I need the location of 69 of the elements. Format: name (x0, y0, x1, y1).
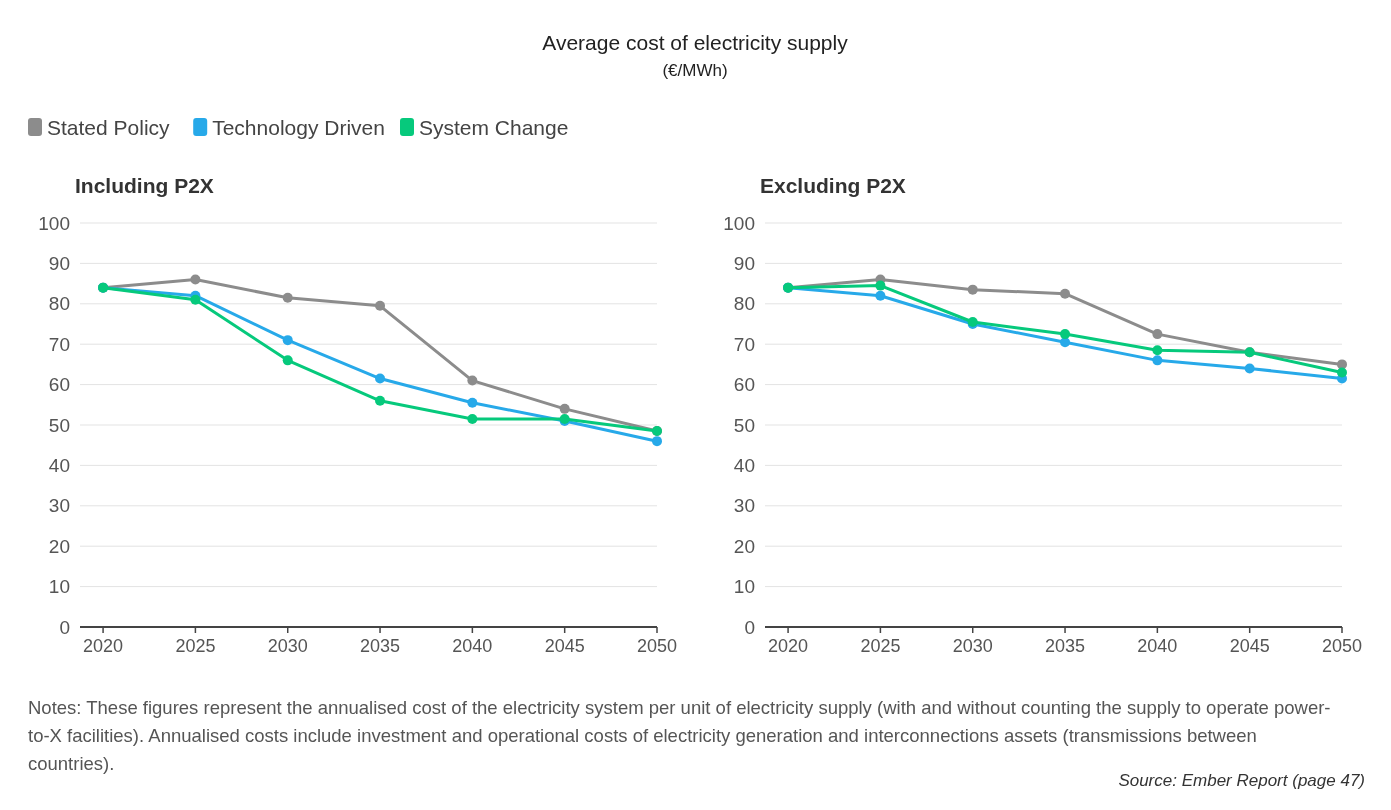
y-tick-label: 20 (48, 535, 70, 557)
x-tick-label: 2035 (1045, 636, 1086, 656)
y-tick-label: 0 (744, 616, 755, 638)
y-tick-label: 10 (733, 576, 755, 598)
text: (€/MWh) (662, 61, 728, 80)
x-tick-label: 2035 (360, 636, 401, 656)
point (375, 373, 386, 384)
x-tick-label: 2025 (860, 636, 901, 656)
chart-title: Excluding P2X (760, 174, 906, 197)
y-tick-label: 50 (733, 414, 755, 436)
text: Average cost of electricity supply (542, 31, 849, 54)
x-tick-label: 2050 (1321, 636, 1363, 656)
point (1152, 345, 1163, 356)
x-tick-label: 2025 (175, 636, 216, 656)
x-tick-label: 2030 (267, 636, 308, 656)
y-tick-label: 70 (48, 333, 70, 355)
y-tick-label: 100 (723, 212, 755, 234)
y-tick-label: 20 (733, 535, 755, 557)
source-note: Source: Ember Report (page 47) (1118, 771, 1365, 790)
x-tick-label: 2030 (952, 636, 993, 656)
text: Notes: These figures represent the annualised cost of the electricity system per unit of electricity supply (with and without counting the supply to operate power-to-X facilities). Annualised costs include investment and operational costs of electricity generation and interconnections assets (transmissions between countries). (28, 697, 1331, 774)
point (1060, 329, 1071, 340)
point (875, 290, 886, 301)
point (652, 436, 662, 447)
y-tick-label: 80 (733, 293, 755, 315)
point (467, 413, 478, 424)
y-tick-label: 30 (48, 495, 70, 517)
point (190, 294, 201, 305)
point (1244, 363, 1255, 374)
point (967, 284, 978, 295)
legend-label: Stated Policy (47, 116, 171, 140)
point (282, 335, 293, 346)
point (559, 403, 570, 414)
y-tick-label: 60 (48, 374, 70, 396)
point (875, 280, 886, 291)
y-tick-label: 90 (48, 253, 70, 275)
y-tick-label: 40 (733, 455, 755, 477)
x-tick-label: 2045 (1229, 636, 1270, 656)
y-tick-label: 70 (733, 333, 755, 355)
x-tick-label: 2020 (768, 636, 809, 656)
legend-label: System Change (419, 116, 569, 140)
point (1152, 329, 1163, 340)
y-tick-label: 80 (48, 293, 70, 315)
point (1337, 359, 1347, 370)
x-tick-label: 2050 (636, 636, 678, 656)
y-tick-label: 40 (48, 455, 70, 477)
y-tick-label: 100 (38, 212, 70, 234)
chart-title: Including P2X (75, 174, 214, 197)
y-tick-label: 50 (48, 414, 70, 436)
point (282, 292, 293, 303)
legend-label: Technology Driven (212, 116, 385, 140)
point (190, 274, 201, 285)
x-tick-label: 2040 (1137, 636, 1178, 656)
point (467, 375, 478, 386)
point (375, 300, 386, 311)
x-tick-label: 2045 (544, 636, 585, 656)
point (282, 355, 293, 366)
point (467, 397, 478, 408)
y-tick-label: 30 (733, 495, 755, 517)
point (1060, 288, 1071, 299)
y-tick-label: 10 (48, 576, 70, 598)
x-tick-label: 2040 (452, 636, 493, 656)
x-tick-label: 2020 (83, 636, 124, 656)
point (1337, 367, 1347, 378)
y-tick-label: 0 (59, 616, 70, 638)
point (375, 395, 386, 406)
point (1152, 355, 1163, 366)
y-tick-label: 60 (733, 374, 755, 396)
y-tick-label: 90 (733, 253, 755, 275)
